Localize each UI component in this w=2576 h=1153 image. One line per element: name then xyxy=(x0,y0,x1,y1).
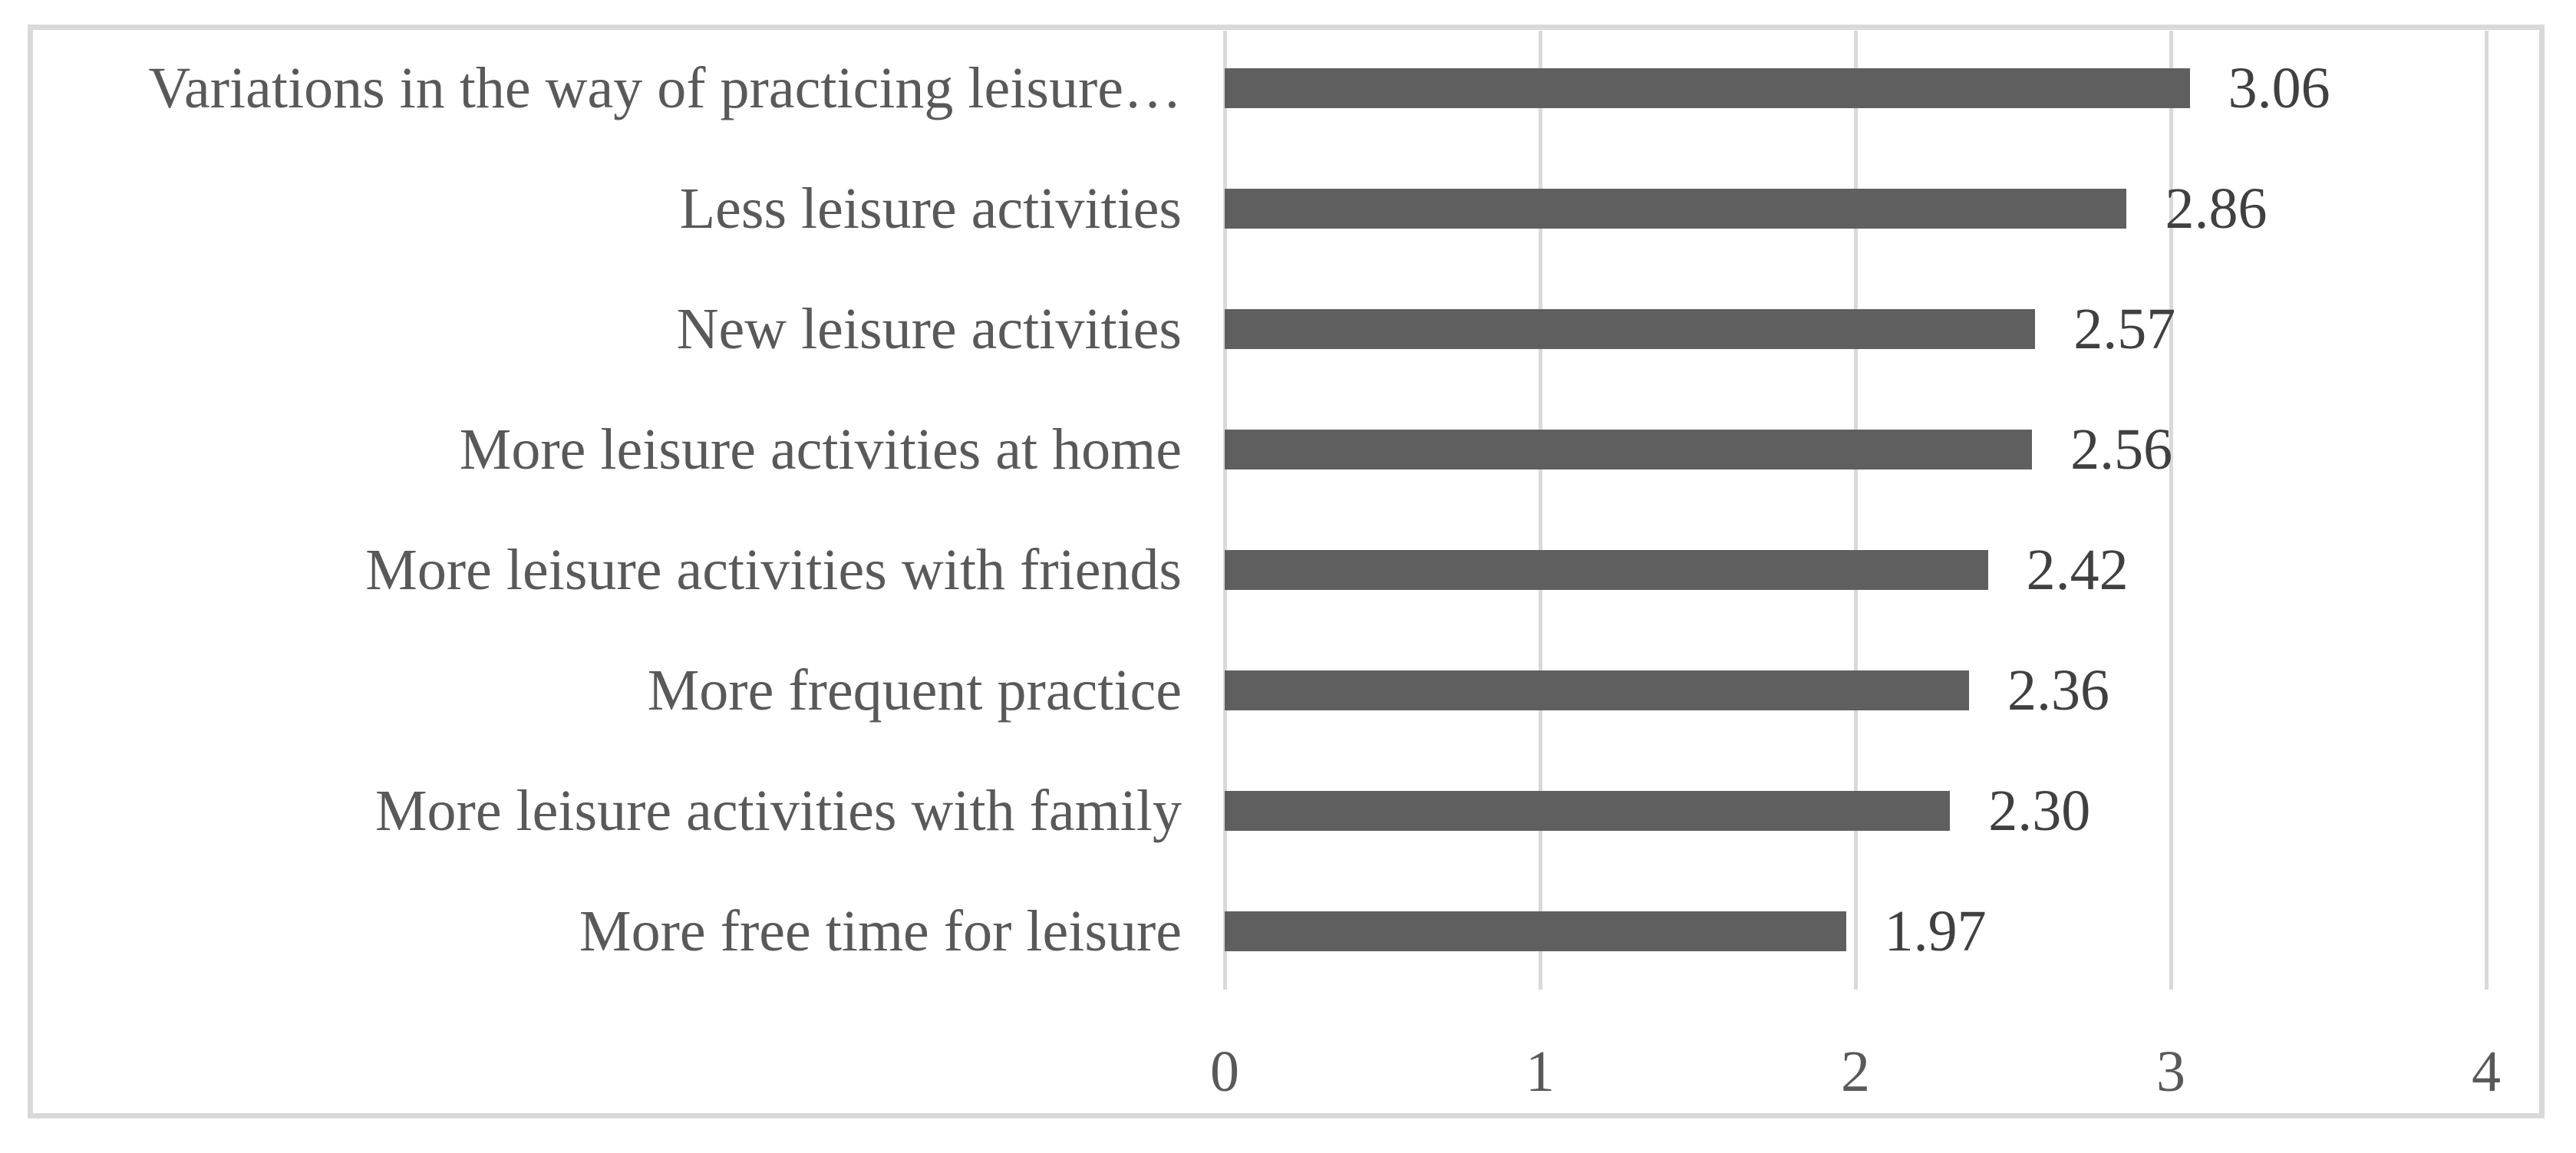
bar xyxy=(1225,790,1951,831)
category-label: New leisure activities xyxy=(676,296,1182,361)
value-label: 2.56 xyxy=(2070,417,2173,482)
gridline xyxy=(1538,31,1542,990)
category-label: Variations in the way of practicing leis… xyxy=(148,55,1182,120)
gridline xyxy=(1853,31,1858,990)
value-label: 2.57 xyxy=(2073,296,2176,361)
value-label: 1.97 xyxy=(1884,898,1987,964)
bar xyxy=(1225,911,1846,951)
x-axis-tick-label: 0 xyxy=(1210,1039,1239,1104)
x-axis-tick-label: 4 xyxy=(2472,1039,2501,1104)
category-label: More leisure activities at home xyxy=(459,417,1182,482)
category-label: More frequent practice xyxy=(647,657,1182,723)
value-label: 3.06 xyxy=(2228,55,2330,120)
gridline xyxy=(2484,31,2489,990)
bar xyxy=(1225,670,1969,710)
x-axis-tick-label: 1 xyxy=(1525,1039,1555,1104)
category-label: More free time for leisure xyxy=(579,898,1182,964)
bar xyxy=(1225,308,2036,349)
bar xyxy=(1225,68,2190,108)
category-label: More leisure activities with family xyxy=(374,778,1182,843)
bar xyxy=(1225,188,2127,229)
bar xyxy=(1225,549,1988,590)
gridline xyxy=(1222,31,1227,990)
value-label: 2.86 xyxy=(2165,176,2268,241)
value-label: 2.30 xyxy=(1988,778,2091,843)
x-axis-tick-label: 3 xyxy=(2156,1039,2185,1104)
category-label: Less leisure activities xyxy=(679,176,1182,241)
bar xyxy=(1225,429,2033,469)
x-axis-tick-label: 2 xyxy=(1841,1039,1870,1104)
value-label: 2.36 xyxy=(2007,657,2109,723)
category-label: More leisure activities with friends xyxy=(365,537,1182,602)
value-label: 2.42 xyxy=(2026,537,2129,602)
gridline xyxy=(2169,31,2173,990)
